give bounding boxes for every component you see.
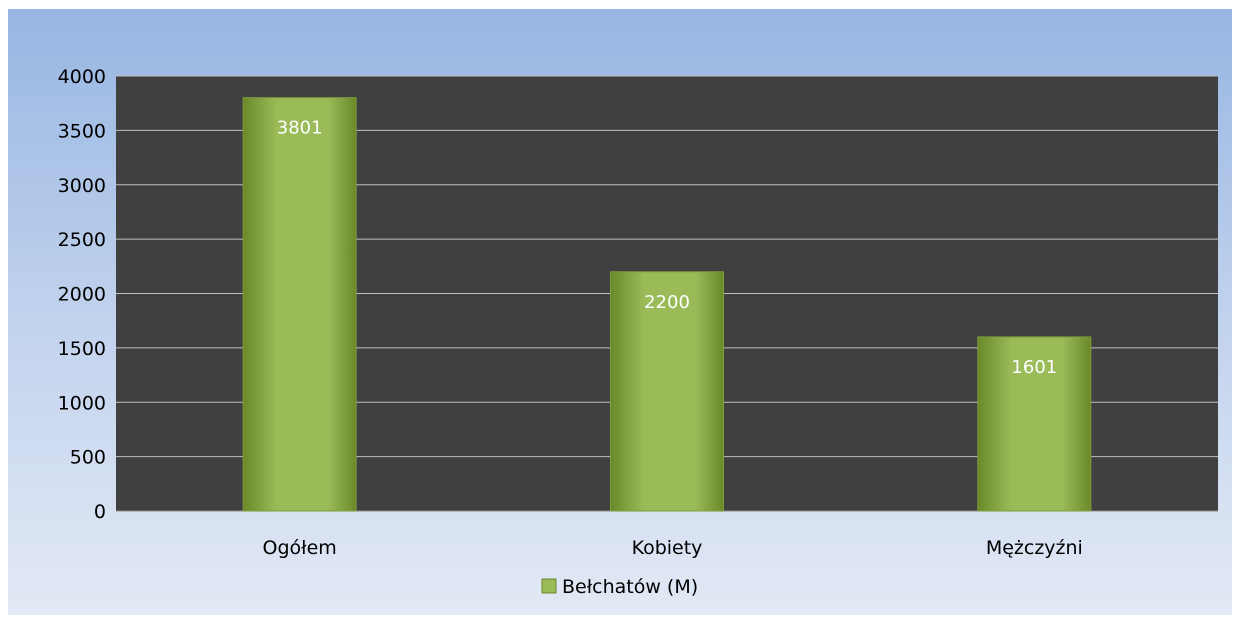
y-tick-label: 1000 <box>58 392 106 414</box>
y-tick-label: 500 <box>70 447 106 469</box>
bars <box>242 97 1092 512</box>
x-category-label: Ogółem <box>263 537 337 559</box>
bar-0 <box>242 97 357 512</box>
y-tick-label: 3000 <box>58 175 106 197</box>
x-category-label: Mężczyźni <box>986 537 1083 559</box>
y-tick-label: 2000 <box>58 284 106 306</box>
y-axis-tick-labels: 0 500 1000 1500 2000 2500 3000 3500 4000 <box>58 66 106 523</box>
legend: Bełchatów (M) <box>541 576 698 598</box>
legend-swatch-icon <box>541 578 557 594</box>
y-tick-label: 4000 <box>58 66 106 88</box>
x-category-label: Kobiety <box>632 537 703 559</box>
x-axis-category-labels: Ogółem Kobiety Mężczyźni <box>263 537 1083 559</box>
bar-1 <box>610 271 724 512</box>
y-tick-label: 3500 <box>58 120 106 142</box>
bar-data-label: 2200 <box>644 292 690 313</box>
bar-data-label: 1601 <box>1011 357 1057 378</box>
y-tick-label: 0 <box>94 501 106 523</box>
y-tick-label: 2500 <box>58 229 106 251</box>
data-labels: 3801 2200 1601 <box>277 118 1057 378</box>
bar-2 <box>977 336 1092 512</box>
bar-data-label: 3801 <box>277 118 323 139</box>
legend-label: Bełchatów (M) <box>562 576 698 598</box>
y-tick-label: 1500 <box>58 338 106 360</box>
